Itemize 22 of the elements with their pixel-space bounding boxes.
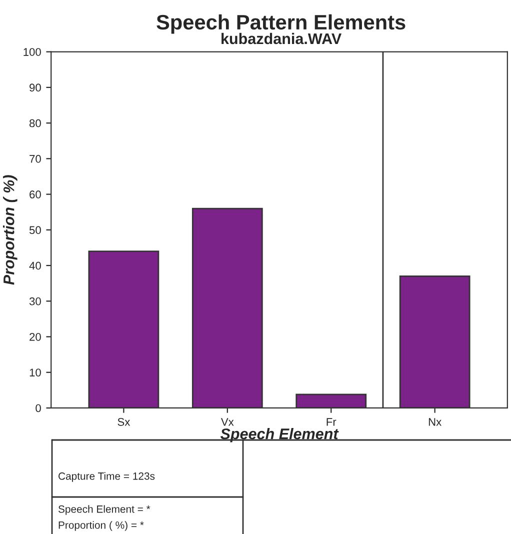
y-tick-label: 70: [30, 154, 41, 163]
y-tick-label: 100: [24, 48, 41, 56]
x-tick-label: Vx: [220, 418, 234, 426]
text: Capture Time = 123s: [58, 472, 155, 482]
y-tick-label: 40: [29, 262, 41, 270]
text: Speech Element = *: [58, 505, 150, 515]
y-tick-label: 60: [30, 190, 41, 198]
y-axis-title: Proportion ( %): [3, 175, 18, 285]
chart-title: Speech Pattern Elements: [156, 14, 406, 34]
x-tick-label: Sx: [118, 418, 130, 426]
chart-subtitle: kubazdania.WAV: [222, 32, 342, 44]
y-tick-label: 10: [30, 368, 41, 376]
x-tick-label: Fr: [326, 418, 336, 426]
x-axis-title: Speech Element: [220, 428, 339, 442]
y-tick-label: 0: [36, 404, 41, 412]
y-tick-label: 30: [29, 297, 41, 306]
text: Proportion ( %) = *: [58, 521, 144, 531]
x-tick-label: Nx: [428, 418, 442, 426]
y-tick-label: 90: [30, 84, 41, 92]
y-tick-label: 20: [30, 333, 41, 341]
y-tick-label: 50: [29, 226, 41, 234]
y-tick-label: 80: [30, 119, 41, 128]
